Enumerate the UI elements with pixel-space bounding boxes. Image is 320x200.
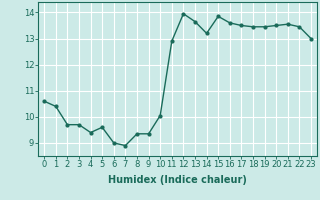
X-axis label: Humidex (Indice chaleur): Humidex (Indice chaleur) [108, 175, 247, 185]
